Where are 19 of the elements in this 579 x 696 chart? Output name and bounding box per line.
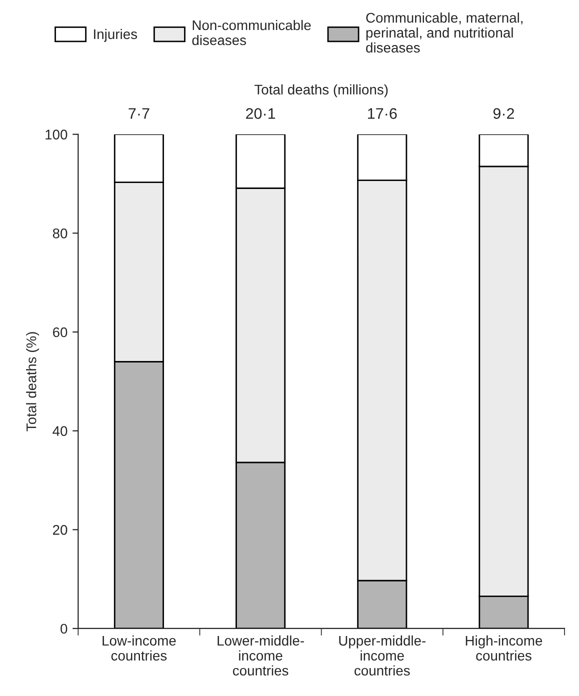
legend-label: Communicable, maternal, perinatal, and nutritional diseases [366,12,522,53]
y-tick-label: 20 [53,524,68,535]
total-label: 20·1 [246,108,276,119]
y-axis-title: Total deaths (%) [26,332,40,432]
x-tick-label: Low-income countries [102,635,176,661]
legend-label: Injuries [94,28,138,42]
text: Total deaths (millions) [254,84,388,98]
y-tick-label: 100 [46,130,68,140]
y-tick-label: 0 [60,624,68,634]
total-label: 17·6 [368,108,397,119]
total-label: 9·2 [493,108,514,119]
x-tick-label: Upper-middle- income countries [339,635,426,676]
x-tick-label: High-income countries [466,635,542,661]
legend-label: Non-communicable diseases [192,20,311,46]
y-tick-label: 80 [52,228,68,238]
total-label: 7·7 [128,108,150,119]
y-tick-label: 60 [53,327,68,338]
y-tick-label: 40 [52,426,68,436]
x-tick-label: Lower-middle- income countries [218,635,304,676]
